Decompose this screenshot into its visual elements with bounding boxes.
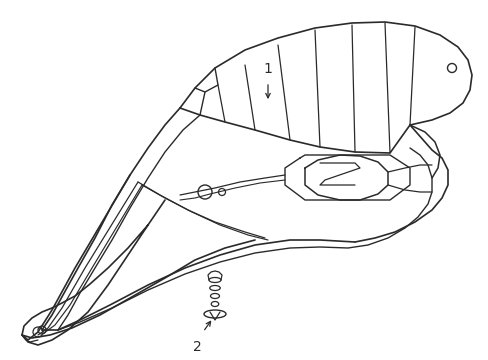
Text: 2: 2 (192, 340, 201, 354)
Text: 1: 1 (263, 62, 272, 76)
